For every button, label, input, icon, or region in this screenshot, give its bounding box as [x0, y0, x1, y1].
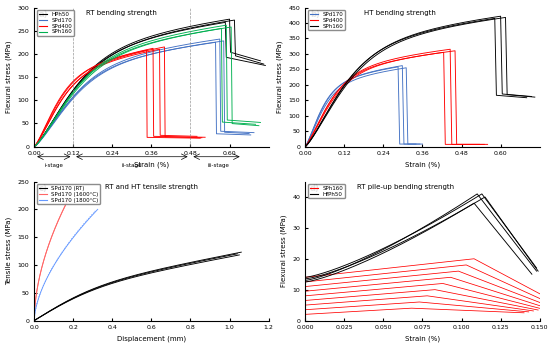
Text: ii-stage: ii-stage [122, 163, 142, 168]
Text: iii-stage: iii-stage [207, 163, 229, 168]
Text: HT bending strength: HT bending strength [364, 10, 436, 16]
Text: b): b) [310, 10, 320, 19]
Text: a): a) [39, 10, 48, 19]
Y-axis label: Tensile stress (MPa): Tensile stress (MPa) [6, 217, 12, 285]
Legend: SPd170 (RT), SPd170 (1600°C), SPd170 (1800°C): SPd170 (RT), SPd170 (1600°C), SPd170 (18… [37, 184, 100, 204]
X-axis label: Strain (%): Strain (%) [134, 162, 169, 168]
Y-axis label: Flexural stress (MPa): Flexural stress (MPa) [280, 215, 287, 287]
Legend: SPh160, HfPh50: SPh160, HfPh50 [308, 184, 345, 198]
X-axis label: Displacement (mm): Displacement (mm) [117, 336, 186, 342]
Text: i-stage: i-stage [44, 163, 63, 168]
X-axis label: Strain (%): Strain (%) [405, 162, 440, 168]
Legend: SPd170, SPd400, SPh160: SPd170, SPd400, SPh160 [308, 10, 345, 30]
Text: d): d) [310, 184, 320, 193]
Text: RT and HT tensile strength: RT and HT tensile strength [105, 184, 198, 190]
Text: c): c) [39, 184, 48, 193]
Text: RT pile-up bending strength: RT pile-up bending strength [357, 184, 454, 190]
Y-axis label: Flexural stress (MPa): Flexural stress (MPa) [6, 41, 12, 113]
Legend: HPh50, SPd170, SPd400, SPh160: HPh50, SPd170, SPd400, SPh160 [37, 10, 74, 36]
Text: RT bending strength: RT bending strength [86, 10, 157, 16]
X-axis label: Strain (%): Strain (%) [405, 336, 440, 342]
Y-axis label: Flexural stress (MPa): Flexural stress (MPa) [276, 41, 283, 113]
